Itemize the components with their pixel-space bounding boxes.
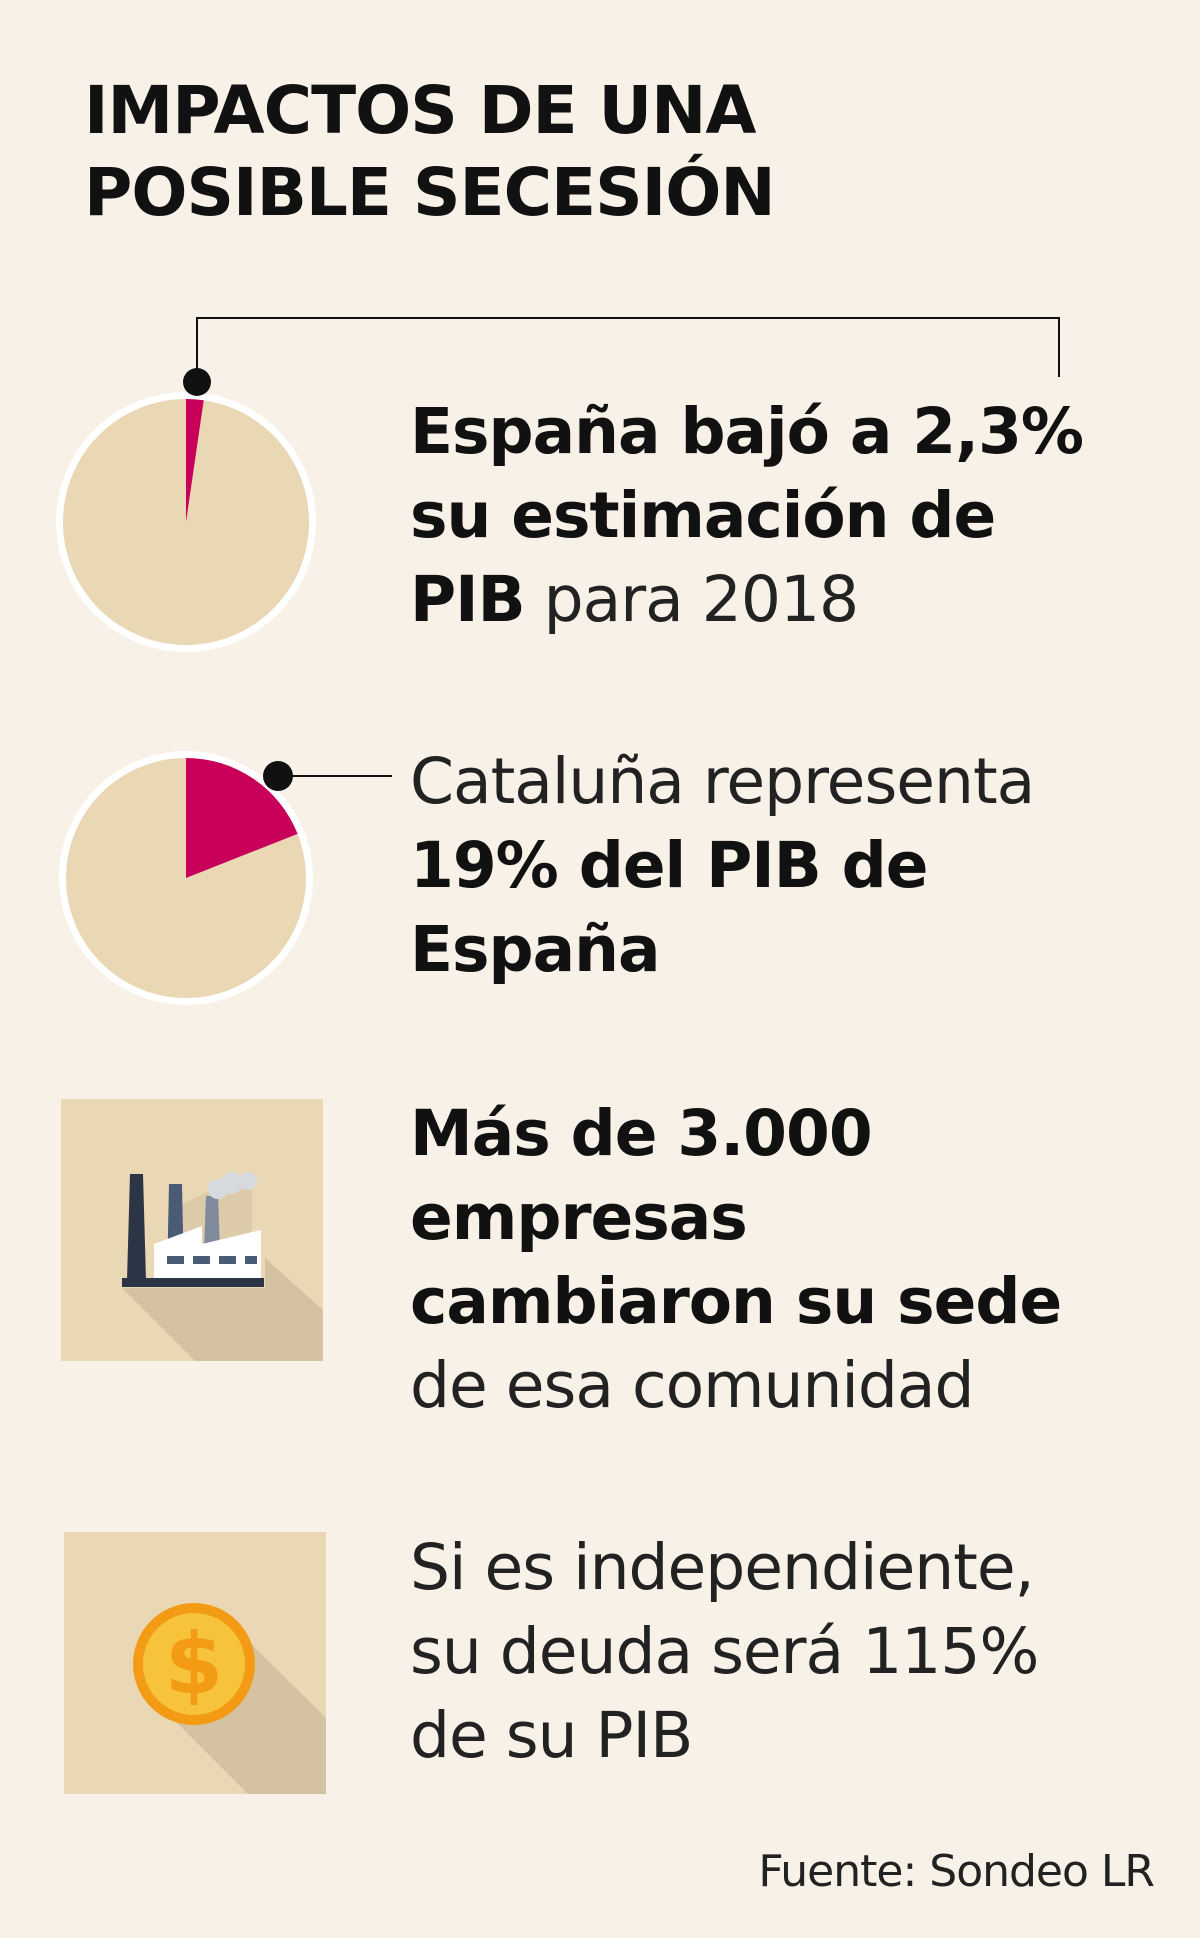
- fact-line: cambiaron su sede: [410, 1260, 1110, 1344]
- fact-text: su deuda será 115%: [410, 1615, 1039, 1688]
- pie-2-callout-dot: [263, 761, 293, 791]
- fact-text: cambiaron su sede: [410, 1265, 1062, 1338]
- fact-line: de esa comunidad: [410, 1344, 1110, 1428]
- fact-line: de su PIB: [410, 1694, 1110, 1778]
- page-title-line-2: POSIBLE SECESIÓN: [84, 154, 776, 231]
- fact-line: empresas: [410, 1176, 1110, 1260]
- factory-icon: [61, 1099, 323, 1361]
- source-note: Fuente: Sondeo LR: [758, 1846, 1155, 1897]
- fact-text: PIB: [410, 563, 526, 636]
- pie-2-slice-highlight: [186, 758, 298, 878]
- pie-chart-catalonia-share: [59, 751, 392, 1005]
- fact-line: España: [410, 908, 1110, 992]
- fact-text: su estimación de: [410, 479, 996, 552]
- fact-debt-ratio: Si es independiente, su deuda será 115% de…: [410, 1526, 1110, 1778]
- pie-1-slice-highlight: [186, 399, 204, 522]
- fact-line: España bajó a 2,3%: [410, 390, 1110, 474]
- pie-chart-gdp-estimate: [56, 317, 1060, 652]
- fact-gdp-estimate: España bajó a 2,3% su estimación de PIB pa…: [410, 390, 1110, 642]
- fact-text: 19% del PIB de: [410, 829, 928, 902]
- fact-catalonia-share: Cataluña representa 19% del PIB de España: [410, 740, 1110, 992]
- fact-line: 19% del PIB de: [410, 824, 1110, 908]
- fact-line: su estimación de: [410, 474, 1110, 558]
- fact-line: Cataluña representa: [410, 740, 1110, 824]
- fact-text: de su PIB: [410, 1699, 693, 1772]
- fact-text: Más de 3.000: [410, 1097, 873, 1170]
- fact-line: PIB para 2018: [410, 558, 1110, 642]
- fact-line: Más de 3.000: [410, 1092, 1110, 1176]
- pie-1-callout-dot: [183, 368, 211, 396]
- fact-text: España bajó a 2,3%: [410, 395, 1084, 468]
- pie-1-callout-line: [196, 317, 1060, 380]
- fact-text: Cataluña representa: [410, 745, 1035, 818]
- dollar-sign: $: [165, 1615, 223, 1713]
- page-title-line-1: IMPACTOS DE UNA: [84, 72, 756, 149]
- fact-companies-moved: Más de 3.000 empresas cambiaron su sede de …: [410, 1092, 1110, 1428]
- fact-text: empresas: [410, 1181, 748, 1254]
- dollar-coin-icon: $: [64, 1532, 326, 1794]
- fact-text: para 2018: [524, 563, 859, 636]
- fact-line: su deuda será 115%: [410, 1610, 1110, 1694]
- page-title: IMPACTOS DE UNA POSIBLE SECESIÓN: [84, 70, 984, 234]
- fact-text: España: [410, 913, 661, 986]
- fact-line: Si es independiente,: [410, 1526, 1110, 1610]
- fact-text: de esa comunidad: [410, 1349, 974, 1422]
- fact-text: Si es independiente,: [410, 1531, 1035, 1604]
